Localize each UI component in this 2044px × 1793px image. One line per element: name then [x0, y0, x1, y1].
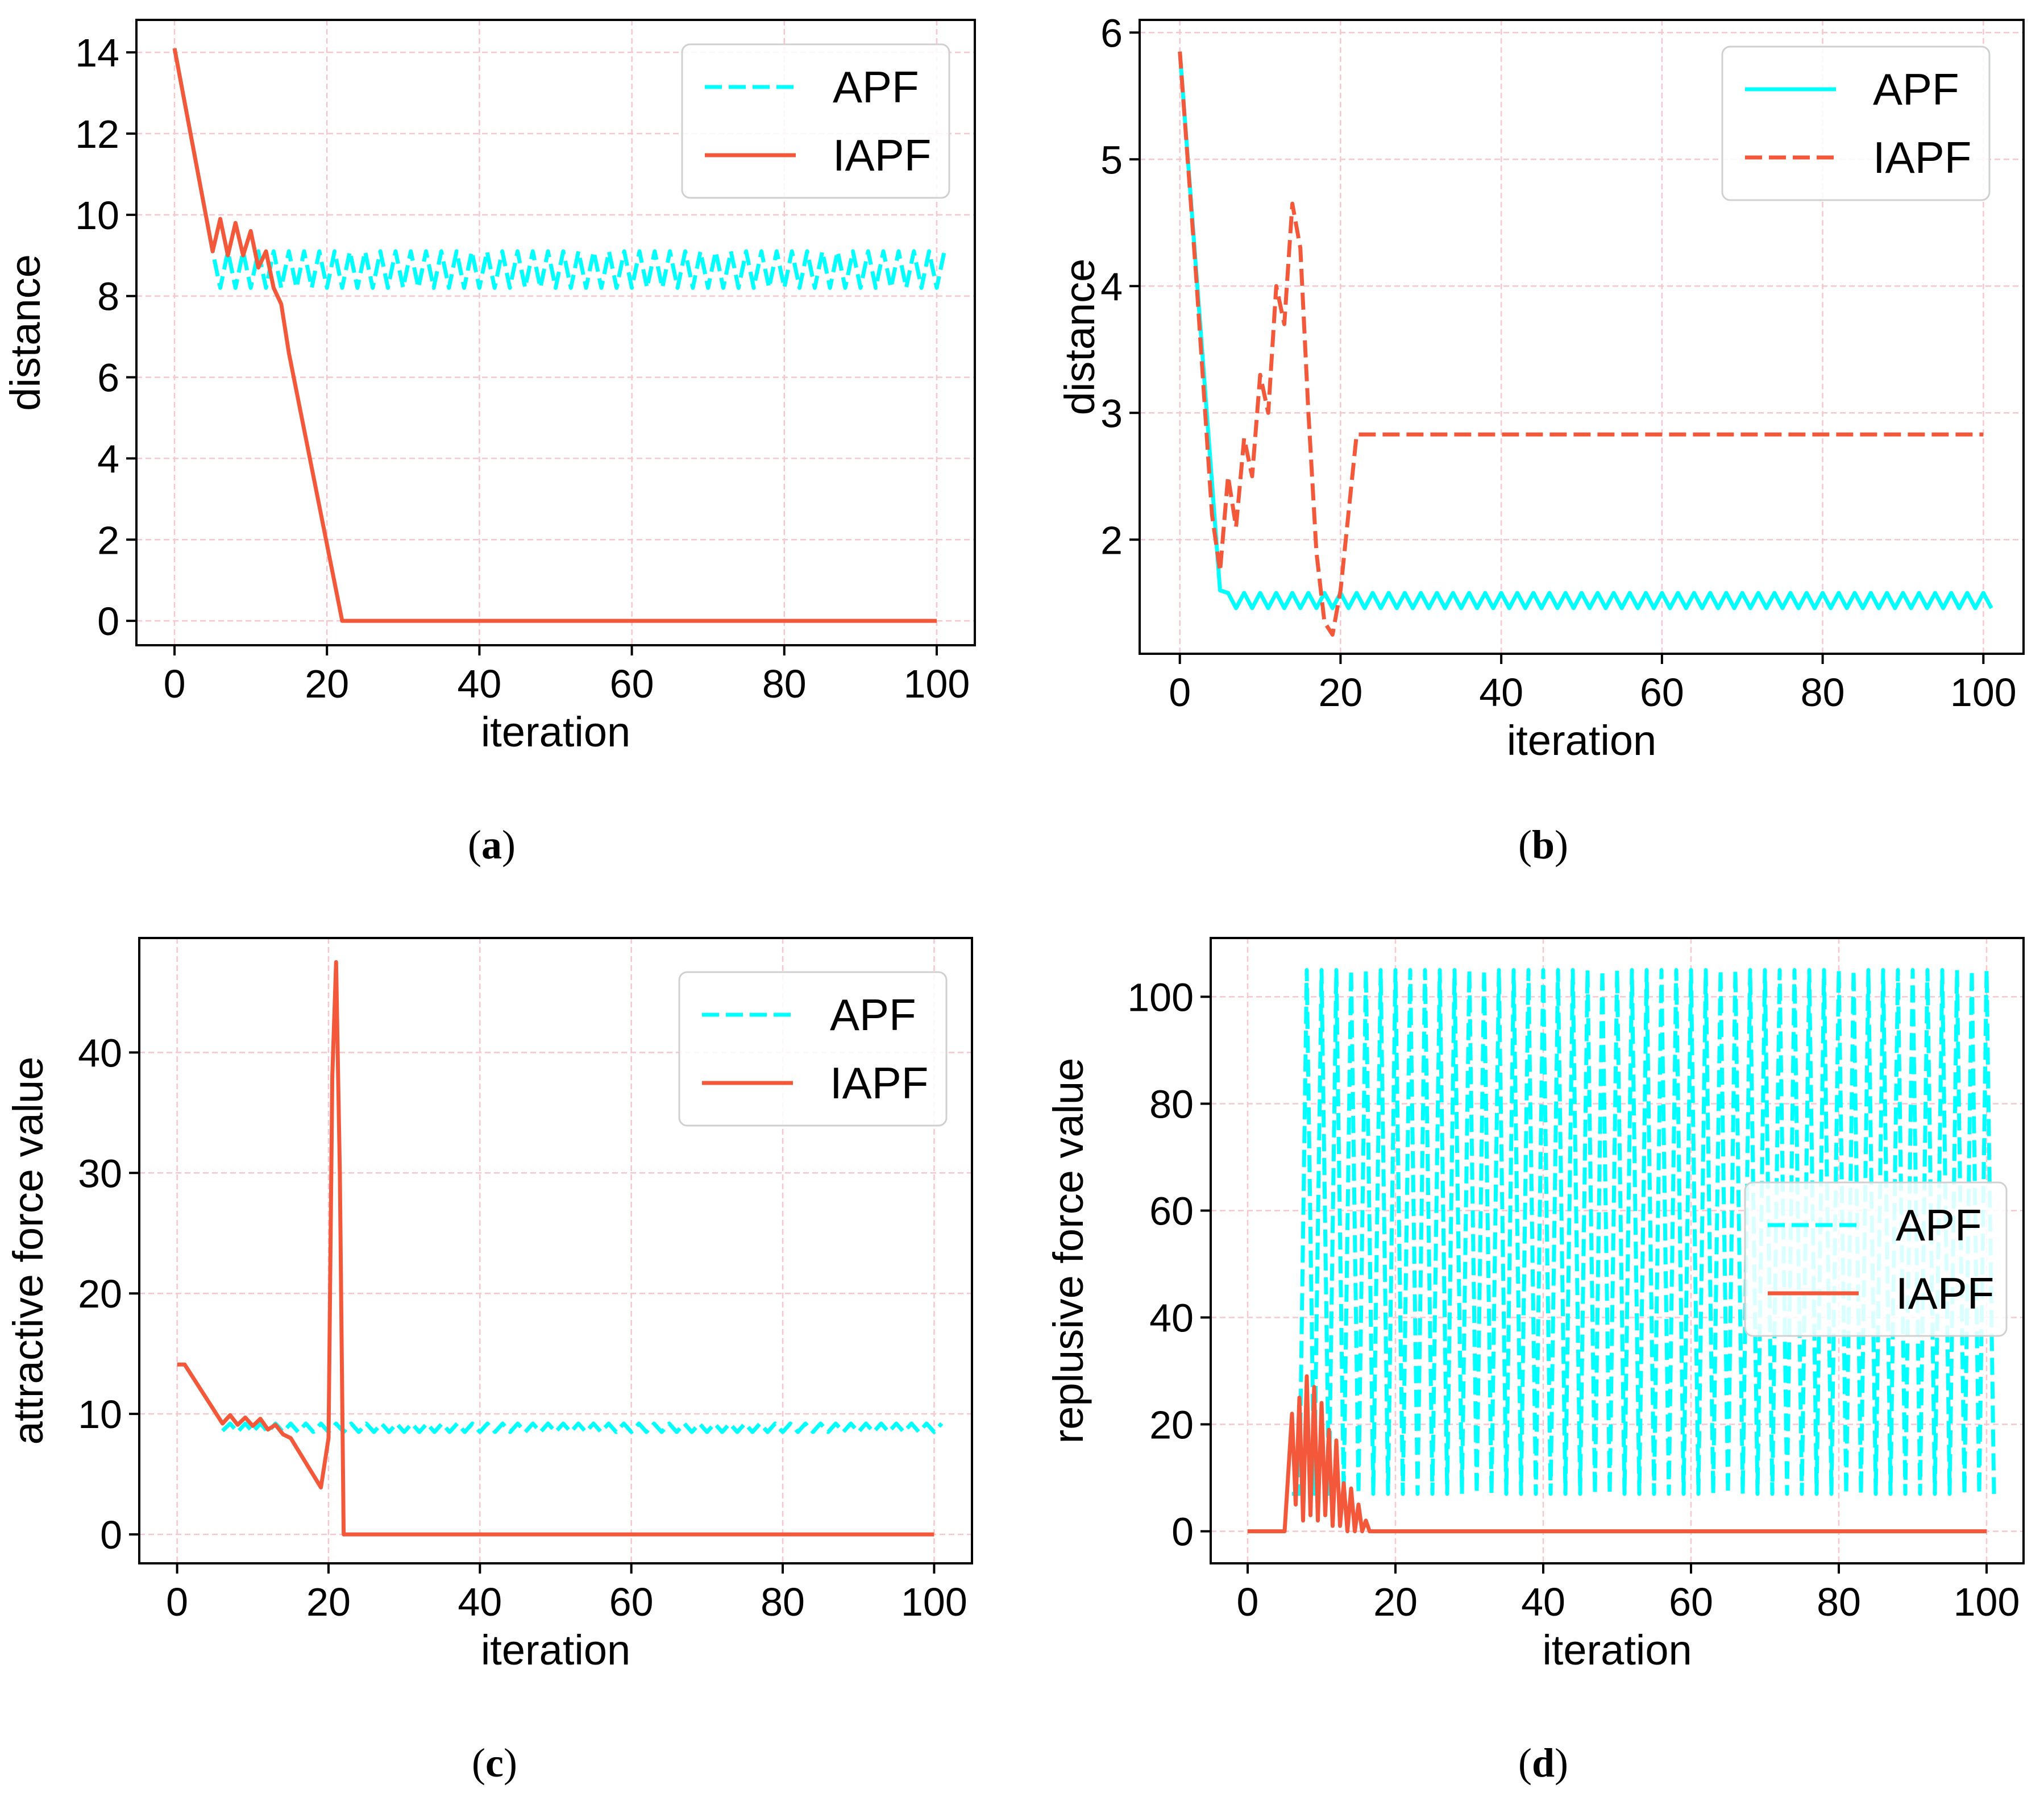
- y-tick-label: 20: [1149, 1403, 1194, 1447]
- series-line-iapf: [172, 48, 937, 623]
- x-tick-label: 100: [1954, 1580, 2020, 1624]
- x-tick-label: 0: [164, 662, 186, 706]
- y-tick-label: 6: [1100, 11, 1123, 55]
- caption-c: (c): [472, 1740, 517, 1786]
- y-tick-label: 2: [1100, 518, 1123, 562]
- x-tick-label: 80: [762, 662, 807, 706]
- x-tick-label: 20: [306, 1580, 351, 1624]
- series-line-iapf: [1248, 1374, 1987, 1534]
- legend-label-apf: APF: [833, 62, 919, 112]
- y-tick-label: 10: [78, 1392, 122, 1437]
- y-tick-label: 40: [1149, 1296, 1194, 1340]
- legend-label-iapf: IAPF: [830, 1058, 928, 1108]
- caption-a: (a): [468, 822, 516, 868]
- x-axis-label: iteration: [1507, 717, 1656, 764]
- panel-a: 0 20 40 60 80 100 0 2 4 6 8 10 12 14 iteration distance…: [2, 19, 976, 756]
- x-tick-label: 100: [901, 1580, 967, 1624]
- y-tick-label: 40: [78, 1031, 122, 1075]
- series-line-iapf: [177, 960, 934, 1537]
- y-tick-label: 14: [75, 31, 119, 75]
- x-tick-label: 80: [1817, 1580, 1861, 1624]
- x-tick-label: 100: [904, 662, 970, 706]
- y-tick-label: 4: [97, 437, 119, 481]
- x-tick-label: 0: [166, 1580, 188, 1624]
- y-tick-label: 0: [100, 1513, 122, 1557]
- x-tick-label: 40: [1479, 670, 1523, 715]
- series-line-apf: [1178, 51, 1993, 611]
- x-tick-label: 60: [609, 1580, 654, 1624]
- x-tick-label: 0: [1237, 1580, 1259, 1624]
- x-tick-label: 60: [610, 662, 654, 706]
- y-tick-label: 12: [75, 112, 119, 156]
- y-axis-label: distance: [2, 254, 49, 411]
- legend-label-apf: APF: [1873, 64, 1959, 114]
- legend-label-iapf: IAPF: [833, 130, 931, 180]
- y-tick-label: 8: [97, 275, 119, 319]
- plot-frame: [135, 19, 976, 646]
- legend-box: [678, 971, 948, 1127]
- y-tick-label: 0: [97, 599, 119, 644]
- series-line-iapf: [1178, 51, 1984, 637]
- x-tick-label: 20: [1373, 1580, 1418, 1624]
- legend-label-apf: APF: [830, 990, 916, 1040]
- panel-c: 0 20 40 60 80 100010203040iterationattractive…: [5, 937, 973, 1674]
- plot-frame: [1210, 937, 2025, 1564]
- plot-frame: [138, 937, 973, 1564]
- x-tick-label: 40: [1521, 1580, 1565, 1624]
- y-tick-label: 5: [1100, 138, 1123, 182]
- y-tick-label: 20: [78, 1272, 122, 1316]
- x-tick-label: 80: [761, 1580, 805, 1624]
- series-line-apf: [172, 48, 946, 290]
- y-tick-label: 60: [1149, 1189, 1194, 1233]
- y-axis-label: distance: [1056, 259, 1103, 416]
- x-tick-label: 100: [1950, 670, 2017, 715]
- y-axis-label: attractive force value: [5, 1057, 52, 1445]
- panel-b: 0 20 40 60 80 100 2 3 4 5 6 iteration distance APF IAP…: [1056, 11, 2025, 764]
- x-tick-label: 20: [1318, 670, 1362, 715]
- y-tick-label: 30: [78, 1151, 122, 1196]
- panel-d: 0 20 40 60 80 100 0 20 40 60 80 100 iteration replusi…: [1045, 937, 2025, 1674]
- legend-box: [1721, 45, 1991, 201]
- legend-box: [1744, 1181, 2008, 1337]
- x-tick-label: 60: [1640, 670, 1684, 715]
- y-tick-label: 4: [1100, 264, 1123, 309]
- y-tick-label: 10: [75, 193, 119, 238]
- y-tick-label: 100: [1127, 975, 1194, 1019]
- caption-b: (b): [1518, 822, 1568, 868]
- y-tick-label: 3: [1100, 391, 1123, 435]
- y-tick-label: 6: [97, 356, 119, 400]
- y-tick-label: 0: [1171, 1510, 1194, 1554]
- caption-d: (d): [1518, 1740, 1568, 1786]
- x-axis-label: iteration: [481, 1626, 630, 1674]
- series-line-apf: [1292, 968, 1996, 1496]
- x-tick-label: 20: [305, 662, 349, 706]
- legend-box: [681, 43, 950, 199]
- x-axis-label: iteration: [481, 708, 630, 756]
- legend-label-iapf: IAPF: [1896, 1268, 1994, 1318]
- legend-label-apf: APF: [1896, 1200, 1982, 1250]
- plot-frame: [1139, 19, 2025, 655]
- legend-label-iapf: IAPF: [1873, 132, 1971, 182]
- x-tick-label: 40: [458, 1580, 502, 1624]
- y-tick-label: 2: [97, 518, 119, 562]
- x-axis-label: iteration: [1542, 1626, 1692, 1674]
- y-axis-label: replusive force value: [1045, 1058, 1092, 1444]
- x-tick-label: 80: [1801, 670, 1845, 715]
- x-tick-label: 60: [1669, 1580, 1713, 1624]
- x-tick-label: 40: [457, 662, 501, 706]
- y-tick-label: 80: [1149, 1082, 1194, 1126]
- x-tick-label: 0: [1169, 670, 1191, 715]
